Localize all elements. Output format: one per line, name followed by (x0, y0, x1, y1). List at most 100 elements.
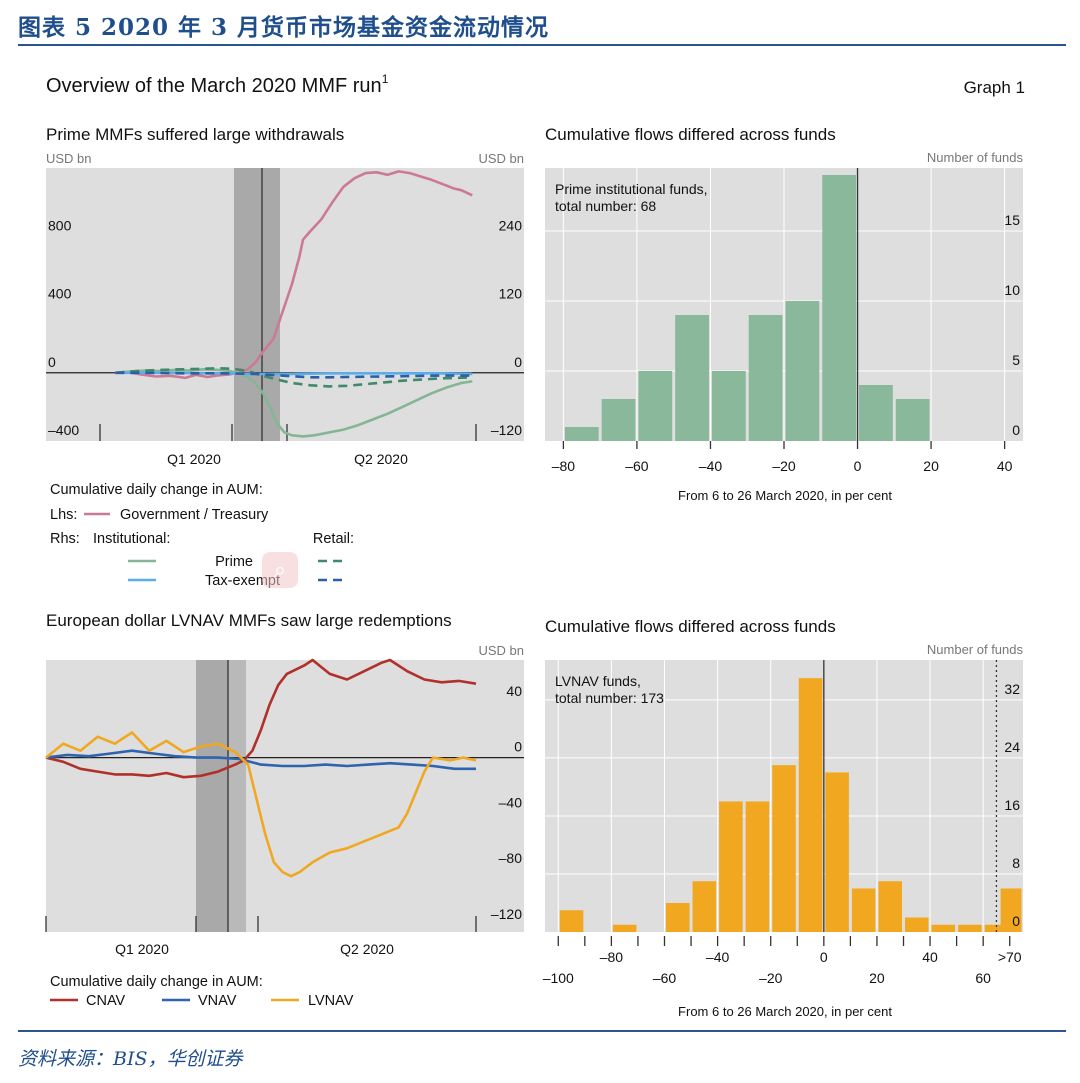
y-tick-label: 8 (1012, 855, 1020, 871)
stress-period-shading-core (196, 660, 228, 932)
panel-title: Cumulative flows differed across funds (545, 617, 836, 636)
histogram-bar (612, 924, 637, 932)
histogram-bar (825, 772, 849, 932)
magnifier-watermark-icon: ⌕ (262, 552, 298, 588)
report-header-title: 图表 5 2020 年 3 月货币市场基金资金流动情况 (18, 14, 550, 41)
histogram-bar (958, 924, 982, 932)
panel-european-lvnav-redemptions: European dollar LVNAV MMFs saw large red… (45, 611, 524, 1009)
x-tick-label-lower: 60 (975, 970, 991, 986)
series-line-government-treasury (115, 170, 473, 380)
panel-title: Prime MMFs suffered large withdrawals (46, 125, 344, 144)
legend-vnav-label: VNAV (198, 993, 237, 1009)
legend-lvnav-label: LVNAV (308, 993, 354, 1009)
x-tick-label-lower: –100 (543, 970, 574, 986)
histogram-bar (859, 385, 893, 441)
histogram-bar (785, 301, 820, 441)
histogram-bar (711, 371, 746, 441)
annotation-text: Prime institutional funds, (555, 181, 708, 197)
histogram-bar (601, 399, 636, 441)
y-tick-label: 32 (1004, 681, 1020, 697)
y-tick-label: 0 (1012, 422, 1020, 438)
x-axis-label: From 6 to 26 March 2020, in per cent (678, 488, 892, 503)
histogram-bar (984, 924, 1009, 932)
annotation-text: total number: 68 (555, 198, 656, 214)
left-tick-label: 0 (48, 354, 56, 370)
panel-prime-flows-histogram: Cumulative flows differed across funds Nu… (545, 125, 1023, 503)
series-line-lvnav (45, 731, 477, 878)
series-line-prime-retail (115, 366, 473, 388)
right-tick-label: –40 (499, 794, 523, 810)
x-tick-label: 0 (854, 458, 862, 474)
x-tick-label-upper: –80 (600, 949, 624, 965)
x-tick-label: Q2 2020 (354, 451, 408, 467)
histogram-bar (559, 910, 584, 932)
histogram-bar (675, 315, 709, 441)
legend-heading: Cumulative daily change in AUM: (50, 482, 263, 498)
legend-cnav-label: CNAV (86, 993, 126, 1009)
histogram-bar (719, 801, 743, 932)
legend-lhs-label: Lhs: (50, 507, 77, 523)
x-tick-label-lower: –60 (653, 970, 677, 986)
x-tick-label: Q2 2020 (340, 941, 394, 957)
x-tick-label-upper: 40 (922, 949, 938, 965)
legend-government-label: Government / Treasury (120, 507, 269, 523)
x-tick-label: 40 (997, 458, 1013, 474)
histogram-bar (772, 765, 796, 932)
right-tick-label: –120 (491, 422, 522, 438)
histogram-bar (748, 315, 783, 441)
right-tick-label: –80 (499, 850, 523, 866)
left-tick-label: –400 (48, 422, 79, 438)
graph-label: Graph 1 (964, 78, 1025, 97)
footer-rule (18, 1030, 1066, 1032)
left-tick-label: 800 (48, 217, 72, 233)
histogram-bar-overflow (1000, 888, 1022, 932)
histogram-bar (638, 371, 673, 441)
source-note: 资料来源：BIS，华创证券 (18, 1048, 243, 1070)
x-tick-label-upper: –40 (706, 949, 730, 965)
y-tick-label: 5 (1012, 352, 1020, 368)
histogram-bar (692, 881, 717, 932)
legend-taxexempt-label: Tax-exempt (205, 573, 280, 589)
panel-title: European dollar LVNAV MMFs saw large red… (46, 611, 452, 630)
y-tick-label: 15 (1004, 212, 1020, 228)
histogram-bar (745, 801, 770, 932)
x-tick-label-upper: 0 (820, 949, 828, 965)
y-tick-label: 16 (1004, 797, 1020, 813)
histogram-bar (931, 924, 956, 932)
annotation-text: total number: 173 (555, 690, 664, 706)
plot-background (46, 660, 524, 932)
right-tick-label: –120 (491, 906, 522, 922)
legend-retail-label: Retail: (313, 531, 354, 547)
series-line-cnav (45, 658, 477, 779)
x-tick-label: –60 (625, 458, 649, 474)
panel-prime-mmf-withdrawals: Prime MMFs suffered large withdrawals USD… (46, 125, 524, 589)
right-tick-label: 40 (506, 683, 522, 699)
x-tick-label-upper: >70 (998, 949, 1022, 965)
x-tick-label: –20 (772, 458, 796, 474)
legend-prime-label: Prime (215, 554, 253, 570)
y-axis-unit: Number of funds (927, 642, 1024, 657)
panel-title: Cumulative flows differed across funds (545, 125, 836, 144)
series-line-vnav (45, 749, 476, 771)
x-tick-label: 20 (923, 458, 939, 474)
panel-lvnav-flows-histogram: Cumulative flows differed across funds Nu… (543, 617, 1024, 1019)
histogram-bar (905, 917, 929, 932)
header-rule (18, 44, 1066, 46)
histogram-bar (822, 175, 857, 441)
legend-rhs-label: Rhs: (50, 531, 80, 547)
legend-institutional-label: Institutional: (93, 531, 170, 547)
right-tick-label: 0 (514, 354, 522, 370)
x-axis-label: From 6 to 26 March 2020, in per cent (678, 1004, 892, 1019)
x-tick-label: –40 (699, 458, 723, 474)
y-axis-unit: Number of funds (927, 150, 1024, 165)
x-tick-label-lower: 20 (869, 970, 885, 986)
right-tick-label: 240 (499, 217, 523, 233)
histogram-bar (895, 399, 930, 441)
legend-heading: Cumulative daily change in AUM: (50, 974, 263, 990)
histogram-bar (878, 881, 902, 932)
stress-period-shading (234, 168, 280, 441)
series-line-tax-exempt-retail (115, 371, 473, 379)
annotation-text: LVNAV funds, (555, 673, 641, 689)
histogram-bar (564, 427, 599, 441)
